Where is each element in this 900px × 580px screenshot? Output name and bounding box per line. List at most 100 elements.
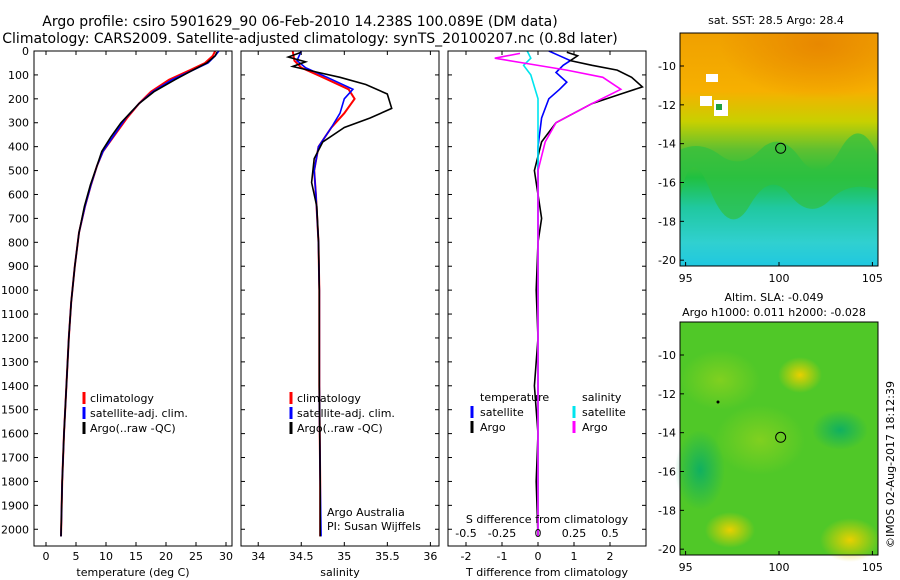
sla-map-title: Altim. SLA: -0.049 [724, 291, 823, 304]
y-tick-label: 800 [8, 236, 29, 249]
title-line-2: Climatology: CARS2009. Satellite-adjuste… [2, 31, 617, 47]
y-tick-label: 1800 [1, 475, 29, 488]
sla-argo-marker [775, 431, 787, 443]
map-y-tick-label: -14 [658, 138, 676, 151]
y-tick-label: 2000 [1, 523, 29, 536]
annotation-line-1: Argo Australia [327, 506, 405, 519]
series-line-argo-raw-qc- [285, 51, 393, 537]
y-tick-label: 1200 [1, 332, 29, 345]
y-tick-label: 1000 [1, 284, 29, 297]
x-tick-label-s: 0.5 [601, 527, 619, 540]
sla-blob [812, 410, 868, 450]
sla-blob [820, 518, 880, 562]
sla-track-dot [716, 400, 720, 404]
map-x-tick-label: 95 [679, 272, 693, 285]
x-tick-label-s: -0.5 [455, 527, 476, 540]
y-tick-label: 900 [8, 260, 29, 273]
x-axis-label: T difference from climatology [465, 566, 628, 579]
x-tick-label: 34 [251, 550, 265, 563]
series-line-satellite-adj-clim- [296, 50, 355, 537]
sst-map: sat. SST: 28.5 Argo: 28.4 95 100 105 -10 -12… [658, 14, 883, 285]
x-tick-label: -2 [461, 550, 472, 563]
x-tick-label: -1 [497, 550, 508, 563]
sst-argo-marker [775, 142, 787, 154]
sst-cloud-1 [700, 96, 712, 106]
y-tick-label: 1700 [1, 452, 29, 465]
x-tick-label: 20 [159, 550, 173, 563]
series-line-t-argo [533, 51, 644, 537]
map-y-tick-label: -12 [658, 388, 676, 401]
legend-label: satellite-adj. clim. [297, 407, 395, 420]
map-x-tick-label: 100 [769, 561, 790, 574]
map-y-tick-label: -10 [658, 349, 676, 362]
map-x-tick-label: 105 [862, 272, 883, 285]
y-tick-label: 1600 [1, 428, 29, 441]
series-line-climatology [60, 50, 217, 537]
y-tick-label: 300 [8, 117, 29, 130]
map-y-tick-label: -20 [658, 543, 676, 556]
y-tick-label: 1300 [1, 356, 29, 369]
temperature-panel: 0100200300400500600700800900100011001200… [1, 45, 233, 579]
x-tick-label: 10 [99, 550, 113, 563]
legend-label: Argo [480, 421, 506, 434]
x-tick-label: 0 [535, 550, 542, 563]
sla-blob [715, 405, 805, 475]
sla-map-subtitle: Argo h1000: 0.011 h2000: -0.028 [682, 306, 866, 319]
x-tick-label: 34.5 [289, 550, 314, 563]
map-y-tick-label: -10 [658, 60, 676, 73]
map-y-tick-label: -18 [658, 215, 676, 228]
plot-frame [33, 50, 233, 547]
y-tick-label: 1900 [1, 499, 29, 512]
map-y-tick-label: -18 [658, 504, 676, 517]
x-tick-label: 15 [129, 550, 143, 563]
map-x-tick-label: 95 [679, 561, 693, 574]
y-tick-label: 1500 [1, 404, 29, 417]
title-line-1: Argo profile: csiro 5901629_90 06-Feb-20… [42, 14, 557, 30]
legend-label: Argo(..raw -QC) [297, 422, 383, 435]
legend-label: satellite [582, 406, 626, 419]
legend-label: climatology [297, 392, 361, 405]
watermark: ©IMOS 02-Aug-2017 18:12:39 [884, 381, 897, 548]
x-axis-label-top: S difference from climatology [466, 513, 629, 526]
x-tick-label: 0 [43, 550, 50, 563]
series-line-satellite-adj-clim- [60, 50, 220, 537]
sla-blob [675, 430, 725, 510]
x-axis-label: temperature (deg C) [76, 566, 189, 579]
y-tick-label: 600 [8, 188, 29, 201]
y-tick-label: 1100 [1, 308, 29, 321]
map-y-tick-label: -20 [658, 254, 676, 267]
map-y-tick-label: -16 [658, 466, 676, 479]
sst-warm-pool [680, 33, 878, 143]
series-line-s-argo [494, 52, 623, 537]
sst-green-band [680, 133, 878, 220]
legend-label: Argo(..raw -QC) [90, 422, 176, 435]
legend-label: satellite-adj. clim. [90, 407, 188, 420]
annotation-line-2: PI: Susan Wijffels [327, 520, 421, 533]
y-tick-label: 0 [22, 45, 29, 58]
x-axis-label: salinity [320, 566, 360, 579]
sla-blob [705, 512, 755, 548]
legend-label: satellite [480, 406, 524, 419]
difference-panel: -2 -1 0 1 2 T difference from climatology temp… [447, 50, 647, 579]
legend-header: salinity [582, 391, 622, 404]
salinity-panel: 34 34.5 35 35.5 36 salinity climatology satelli… [240, 50, 440, 579]
x-tick-label-s: 0 [535, 527, 542, 540]
y-tick-label: 1400 [1, 380, 29, 393]
sst-patch [716, 104, 722, 110]
map-y-tick-label: -16 [658, 177, 676, 190]
x-tick-label: 1 [571, 550, 578, 563]
y-tick-label: 400 [8, 141, 29, 154]
plot-frame [447, 50, 647, 547]
legend-label: Argo [582, 421, 608, 434]
plot-frame [240, 50, 440, 547]
x-tick-label: 30 [219, 550, 233, 563]
legend-header: temperature [480, 391, 549, 404]
x-tick-label-s: -0.25 [488, 527, 516, 540]
y-tick-label: 200 [8, 93, 29, 106]
series-line-climatology [291, 50, 356, 537]
map-x-tick-label: 105 [862, 561, 883, 574]
x-tick-label: 35 [337, 550, 351, 563]
sst-map-title: sat. SST: 28.5 Argo: 28.4 [708, 14, 844, 27]
x-tick-label: 25 [189, 550, 203, 563]
